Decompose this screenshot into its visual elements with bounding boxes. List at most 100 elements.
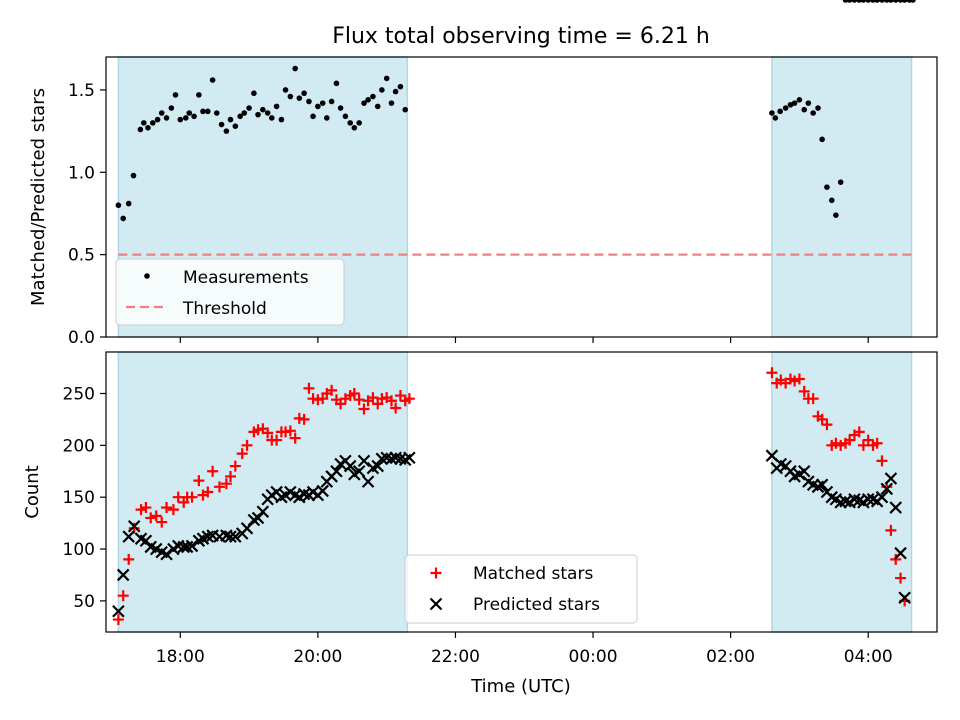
measurement-point bbox=[232, 123, 239, 129]
matched-star-point bbox=[394, 390, 406, 402]
measurement-point bbox=[141, 120, 147, 126]
y-tick-label: 250 bbox=[63, 384, 95, 404]
y-tick-label: 0.5 bbox=[68, 246, 95, 266]
predicted-star-point bbox=[112, 604, 125, 618]
measurement-point bbox=[120, 215, 126, 222]
chart-title: Flux total observing time = 6.21 h bbox=[332, 24, 710, 49]
matched-star-point bbox=[202, 486, 214, 498]
measurement-point bbox=[801, 106, 808, 113]
axes-frame bbox=[105, 56, 938, 338]
measurement-point bbox=[319, 100, 326, 106]
measurement-point bbox=[158, 110, 165, 116]
matched-star-point bbox=[140, 502, 152, 514]
observing-window-shade-1 bbox=[771, 56, 913, 338]
matched-star-point bbox=[390, 402, 402, 414]
measurement-point bbox=[264, 110, 271, 116]
measurement-point bbox=[769, 110, 775, 116]
x-tick-label: 18:00 bbox=[156, 647, 205, 667]
ratio-y-axis-label: Matched/Predicted stars bbox=[28, 88, 49, 306]
x-tick-label: 02:00 bbox=[706, 647, 755, 667]
predicted-star-point bbox=[875, 490, 889, 504]
legend-predicted-label: Predicted stars bbox=[473, 595, 600, 615]
measurement-point bbox=[246, 105, 252, 111]
measurement-point bbox=[337, 105, 344, 111]
matched-star-point bbox=[193, 475, 205, 487]
predicted-star-point bbox=[116, 568, 130, 582]
predicted-star-point bbox=[894, 546, 907, 560]
matched-star-point bbox=[284, 425, 296, 437]
matched-star-point bbox=[214, 481, 226, 493]
measurement-point bbox=[897, 0, 904, 3]
measurement-point bbox=[324, 115, 330, 121]
matched-star-point bbox=[289, 432, 301, 444]
x-tick-label: 20:00 bbox=[293, 647, 342, 667]
measurement-point bbox=[163, 115, 170, 121]
measurement-point bbox=[370, 93, 376, 100]
matched-star-point bbox=[303, 382, 315, 394]
predicted-star-point bbox=[889, 501, 903, 514]
measurement-point bbox=[315, 103, 321, 110]
measurement-point bbox=[865, 0, 872, 3]
measurement-point bbox=[810, 110, 816, 116]
measurement-point bbox=[306, 98, 312, 105]
measurement-point bbox=[200, 108, 206, 115]
measurement-point bbox=[278, 116, 285, 123]
matched-star-point bbox=[885, 524, 897, 536]
measurement-point bbox=[837, 179, 844, 185]
matched-star-point bbox=[236, 448, 248, 460]
matched-star-point bbox=[241, 439, 253, 451]
measurement-point bbox=[777, 108, 783, 115]
measurement-point bbox=[273, 103, 280, 110]
legend-matched-marker bbox=[430, 567, 442, 579]
measurement-point bbox=[402, 106, 409, 113]
predicted-star-point bbox=[797, 464, 811, 478]
y-tick-label: 200 bbox=[63, 436, 95, 456]
measurement-point bbox=[227, 116, 234, 123]
matched-star-point bbox=[186, 491, 198, 503]
measurement-point bbox=[191, 113, 197, 120]
predicted-star-point bbox=[224, 530, 237, 543]
x-tick-label: 22:00 bbox=[431, 647, 480, 667]
count-y-axis-label: Count bbox=[22, 465, 43, 518]
predicted-star-point bbox=[330, 464, 343, 478]
legend-box bbox=[115, 258, 345, 326]
predicted-star-point bbox=[357, 454, 371, 468]
x-tick-label: 04:00 bbox=[844, 647, 893, 667]
measurement-point bbox=[892, 0, 899, 3]
measurement-point bbox=[251, 90, 257, 97]
predicted-star-point bbox=[839, 495, 852, 508]
matched-star-point bbox=[358, 403, 370, 415]
measurement-point bbox=[347, 120, 354, 126]
measurement-point bbox=[296, 95, 303, 101]
matched-star-point bbox=[229, 460, 241, 472]
ratio-legend: Measurements Threshold bbox=[115, 258, 345, 326]
predicted-star-point bbox=[884, 472, 898, 485]
measurement-point bbox=[388, 100, 395, 106]
measurement-point bbox=[342, 113, 349, 120]
measurement-point bbox=[856, 0, 863, 3]
measurement-point bbox=[213, 110, 220, 116]
measurement-point bbox=[397, 83, 404, 90]
legend-predicted-marker bbox=[429, 597, 443, 611]
measurement-point bbox=[287, 93, 294, 100]
measurement-point bbox=[782, 105, 789, 111]
predicted-star-point bbox=[343, 459, 357, 473]
measurement-point bbox=[223, 128, 230, 134]
measurement-point bbox=[833, 212, 839, 218]
y-tick-label: 1.5 bbox=[68, 81, 95, 101]
matched-star-point bbox=[853, 426, 865, 438]
measurement-point bbox=[383, 75, 390, 82]
predicted-star-point bbox=[185, 539, 199, 553]
matched-star-point bbox=[298, 413, 310, 425]
measurement-point bbox=[392, 88, 399, 95]
matched-star-point bbox=[857, 439, 869, 451]
measurement-point bbox=[379, 87, 385, 93]
measurement-point bbox=[824, 184, 830, 190]
measurement-point bbox=[205, 108, 211, 115]
predicted-star-point bbox=[127, 519, 141, 533]
matched-star-point bbox=[145, 512, 157, 524]
matched-star-point bbox=[150, 510, 162, 522]
matched-star-point bbox=[876, 455, 888, 467]
matched-star-point bbox=[135, 504, 147, 516]
